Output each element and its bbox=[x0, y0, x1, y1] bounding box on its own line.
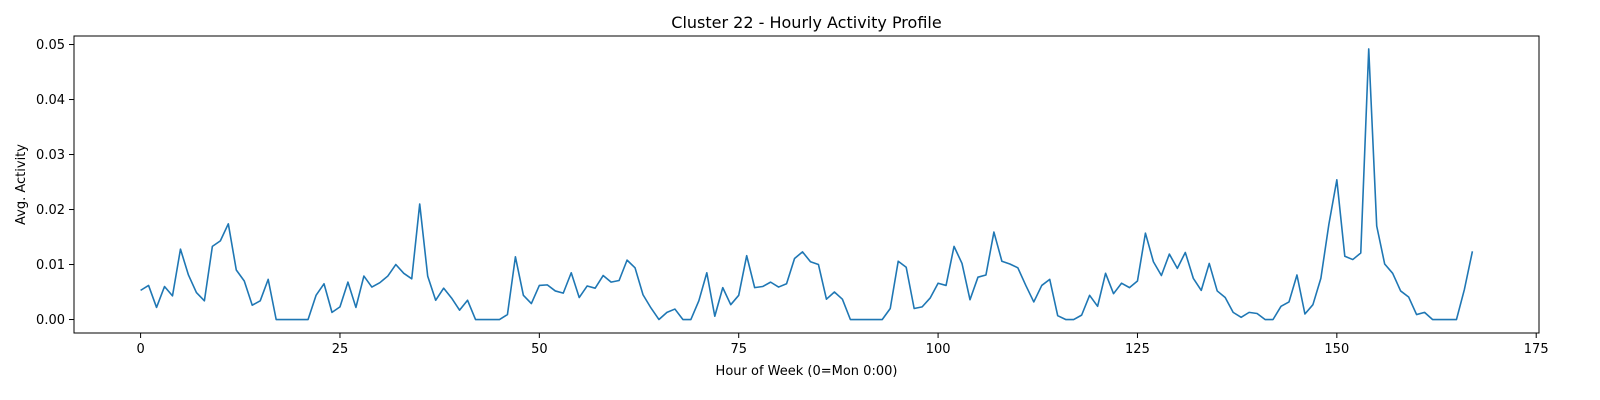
y-tick-label: 0.00 bbox=[36, 313, 65, 328]
series-line bbox=[140, 48, 1474, 321]
x-tick-label: 75 bbox=[730, 342, 747, 357]
y-tick-label: 0.02 bbox=[36, 203, 65, 218]
y-axis: 0.00 0.01 0.02 0.03 0.04 0.05 bbox=[36, 38, 74, 328]
y-axis-title: Avg. Activity bbox=[14, 144, 29, 225]
x-tick-label: 100 bbox=[926, 342, 951, 357]
y-tick-label: 0.03 bbox=[36, 148, 65, 163]
x-tick-label: 150 bbox=[1324, 342, 1349, 357]
x-tick-label: 25 bbox=[332, 342, 349, 357]
x-axis-title: Hour of Week (0=Mon 0:00) bbox=[716, 364, 898, 379]
y-tick-label: 0.04 bbox=[36, 93, 65, 108]
x-axis: 0 25 50 75 100 125 150 175 bbox=[136, 333, 1549, 357]
y-tick-label: 0.01 bbox=[36, 258, 65, 273]
chart-title: Cluster 22 - Hourly Activity Profile bbox=[671, 13, 941, 32]
x-tick-label: 175 bbox=[1524, 342, 1549, 357]
plot-frame bbox=[73, 35, 1540, 334]
x-tick-label: 0 bbox=[136, 342, 144, 357]
y-tick-label: 0.05 bbox=[36, 38, 65, 53]
x-tick-label: 125 bbox=[1125, 342, 1150, 357]
plot-area bbox=[73, 35, 1540, 334]
x-tick-label: 50 bbox=[531, 342, 548, 357]
